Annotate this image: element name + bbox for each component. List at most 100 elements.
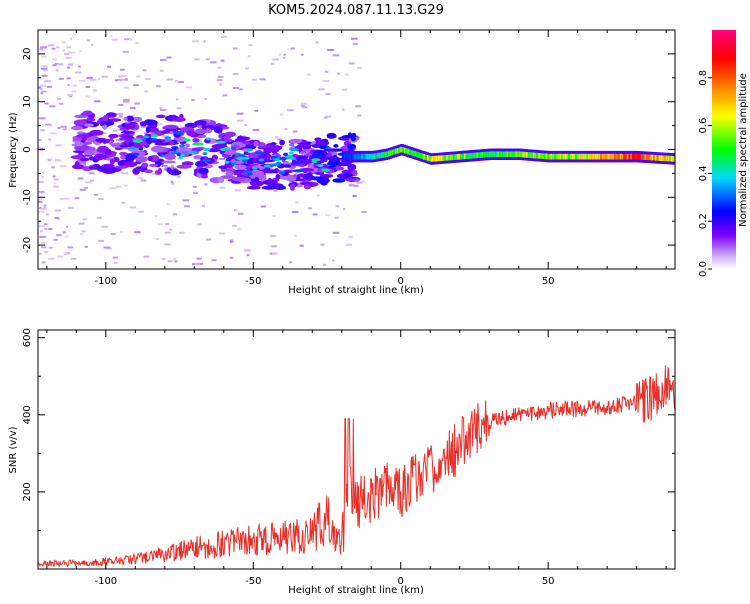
spectrogram-noise-cell xyxy=(140,125,147,128)
spectrogram-noise-cell xyxy=(325,93,331,95)
spectrogram-cell xyxy=(155,114,166,119)
spectrogram-noise-cell xyxy=(116,112,124,115)
spectrogram-cell xyxy=(557,153,560,160)
spectrogram-cell xyxy=(293,160,303,164)
spectrogram-x-tick-label: -50 xyxy=(245,276,261,287)
spectrogram-noise-cell xyxy=(43,204,47,207)
spectrogram-cell xyxy=(325,146,331,150)
spectrogram-noise-cell xyxy=(59,197,65,200)
spectrogram-noise-cell xyxy=(57,127,61,130)
snr-y-tick-label: 600 xyxy=(22,328,33,347)
spectrogram-noise-cell xyxy=(77,177,84,180)
spectrogram-cell xyxy=(670,155,674,162)
spectrogram-noise-cell xyxy=(156,85,161,88)
spectrogram-noise-cell xyxy=(140,179,147,182)
colorbar-label: Normalized spectral amplitude xyxy=(738,73,749,227)
spectrogram-noise-cell xyxy=(238,212,244,215)
spectrogram-cell xyxy=(320,181,328,186)
spectrogram-noise-cell xyxy=(306,73,311,76)
spectrogram-cell xyxy=(224,168,236,173)
colorbar: 0.0 0.2 0.4 0.6 0.8 Normalized spectral ampl… xyxy=(698,30,749,277)
spectrogram-cell xyxy=(223,146,231,150)
colorbar-strip xyxy=(712,30,736,269)
spectrogram-cell xyxy=(282,152,289,156)
spectrogram-noise-cell xyxy=(124,86,129,89)
spectrogram-noise-cell xyxy=(320,243,325,246)
spectrogram-noise-cell xyxy=(194,58,200,61)
spectrogram-cell xyxy=(205,137,211,141)
spectrogram-cell xyxy=(347,143,356,149)
spectrogram-cell xyxy=(213,126,223,134)
spectrogram-noise-cell xyxy=(41,176,45,178)
spectrogram-cell xyxy=(320,138,329,143)
spectrogram-y-ticks: -20 -10 0 10 20 xyxy=(22,29,675,270)
spectrogram-noise-cell xyxy=(171,182,174,185)
spectrogram-noise-cell xyxy=(38,86,42,89)
spectrogram-cell xyxy=(279,157,287,161)
spectrogram-noise-cell xyxy=(145,78,151,80)
spectrogram-cell xyxy=(591,153,594,160)
spectrogram-noise-cell xyxy=(184,205,190,208)
spectrogram-cell xyxy=(375,153,378,159)
spectrogram-noise-cell xyxy=(137,177,144,179)
spectrogram-noise-cell xyxy=(39,207,42,210)
spectrogram-cell xyxy=(414,151,417,157)
spectrogram-cell xyxy=(288,151,294,155)
spectrogram-cell xyxy=(552,153,555,160)
spectrogram-noise-cell xyxy=(291,211,299,213)
spectrogram-noise-cell xyxy=(272,58,279,61)
spectrogram-noise-cell xyxy=(78,79,86,82)
spectrogram-noise-cell xyxy=(70,257,77,260)
spectrogram-cell xyxy=(341,153,344,160)
spectrogram-noise-cell xyxy=(182,199,190,202)
spectrogram-cell xyxy=(407,148,410,155)
spectrogram-noise-cell xyxy=(275,136,279,139)
spectrogram-noise-cell xyxy=(265,171,272,174)
spectrogram-cell xyxy=(351,132,357,138)
spectrogram-cell xyxy=(554,153,557,160)
spectrogram-noise-cell xyxy=(119,68,125,71)
spectrogram-cell xyxy=(654,154,658,161)
spectrogram-cell xyxy=(584,153,587,160)
spectrogram-noise-cell xyxy=(283,53,286,56)
spectrogram-cell xyxy=(479,152,482,158)
spectrogram-cell xyxy=(200,158,212,162)
spectrogram-noise-cell xyxy=(64,197,70,200)
spectrogram-noise-cell xyxy=(237,228,241,231)
spectrogram-noise-cell xyxy=(154,215,158,218)
spectrogram-noise-cell xyxy=(55,144,62,147)
spectrogram-cell xyxy=(451,154,454,161)
spectrogram-cell xyxy=(524,151,527,158)
spectrogram-cell xyxy=(363,153,366,160)
spectrogram-noise-cell xyxy=(322,80,330,82)
spectrogram-noise-cell xyxy=(84,245,88,248)
snr-x-ticks: -100 -50 0 50 xyxy=(46,330,667,587)
spectrogram-cell xyxy=(506,151,509,158)
spectrogram-noise-cell xyxy=(166,78,174,81)
spectrogram-cell xyxy=(573,153,576,160)
spectrogram-cell xyxy=(522,151,525,158)
spectrogram-noise-cell xyxy=(351,37,358,40)
spectrogram-cell xyxy=(102,114,110,122)
spectrogram-cell xyxy=(513,151,516,158)
spectrogram-cell xyxy=(485,151,488,158)
spectrogram-cell xyxy=(568,153,571,160)
spectrogram-noise-cell xyxy=(65,235,69,238)
spectrogram-noise-cell xyxy=(334,216,339,219)
spectrogram-noise-cell xyxy=(79,233,84,236)
spectrogram-noise-cell xyxy=(48,159,51,162)
spectrogram-x-tick-label: 0 xyxy=(398,276,404,287)
spectrogram-cell xyxy=(660,155,663,161)
spectrogram-noise-cell xyxy=(44,80,51,83)
spectrogram-cell xyxy=(623,153,626,160)
spectrogram-cell xyxy=(559,153,562,160)
spectrogram-noise-cell xyxy=(59,165,67,168)
spectrogram-noise-cell xyxy=(204,183,208,186)
spectrogram-noise-cell xyxy=(129,206,137,209)
spectrogram-noise-cell xyxy=(62,49,65,52)
spectrogram-cell xyxy=(642,154,645,160)
spectrogram-noise-cell xyxy=(43,69,49,72)
spectrogram-cell xyxy=(343,153,346,160)
spectrogram-noise-cell xyxy=(78,50,82,53)
